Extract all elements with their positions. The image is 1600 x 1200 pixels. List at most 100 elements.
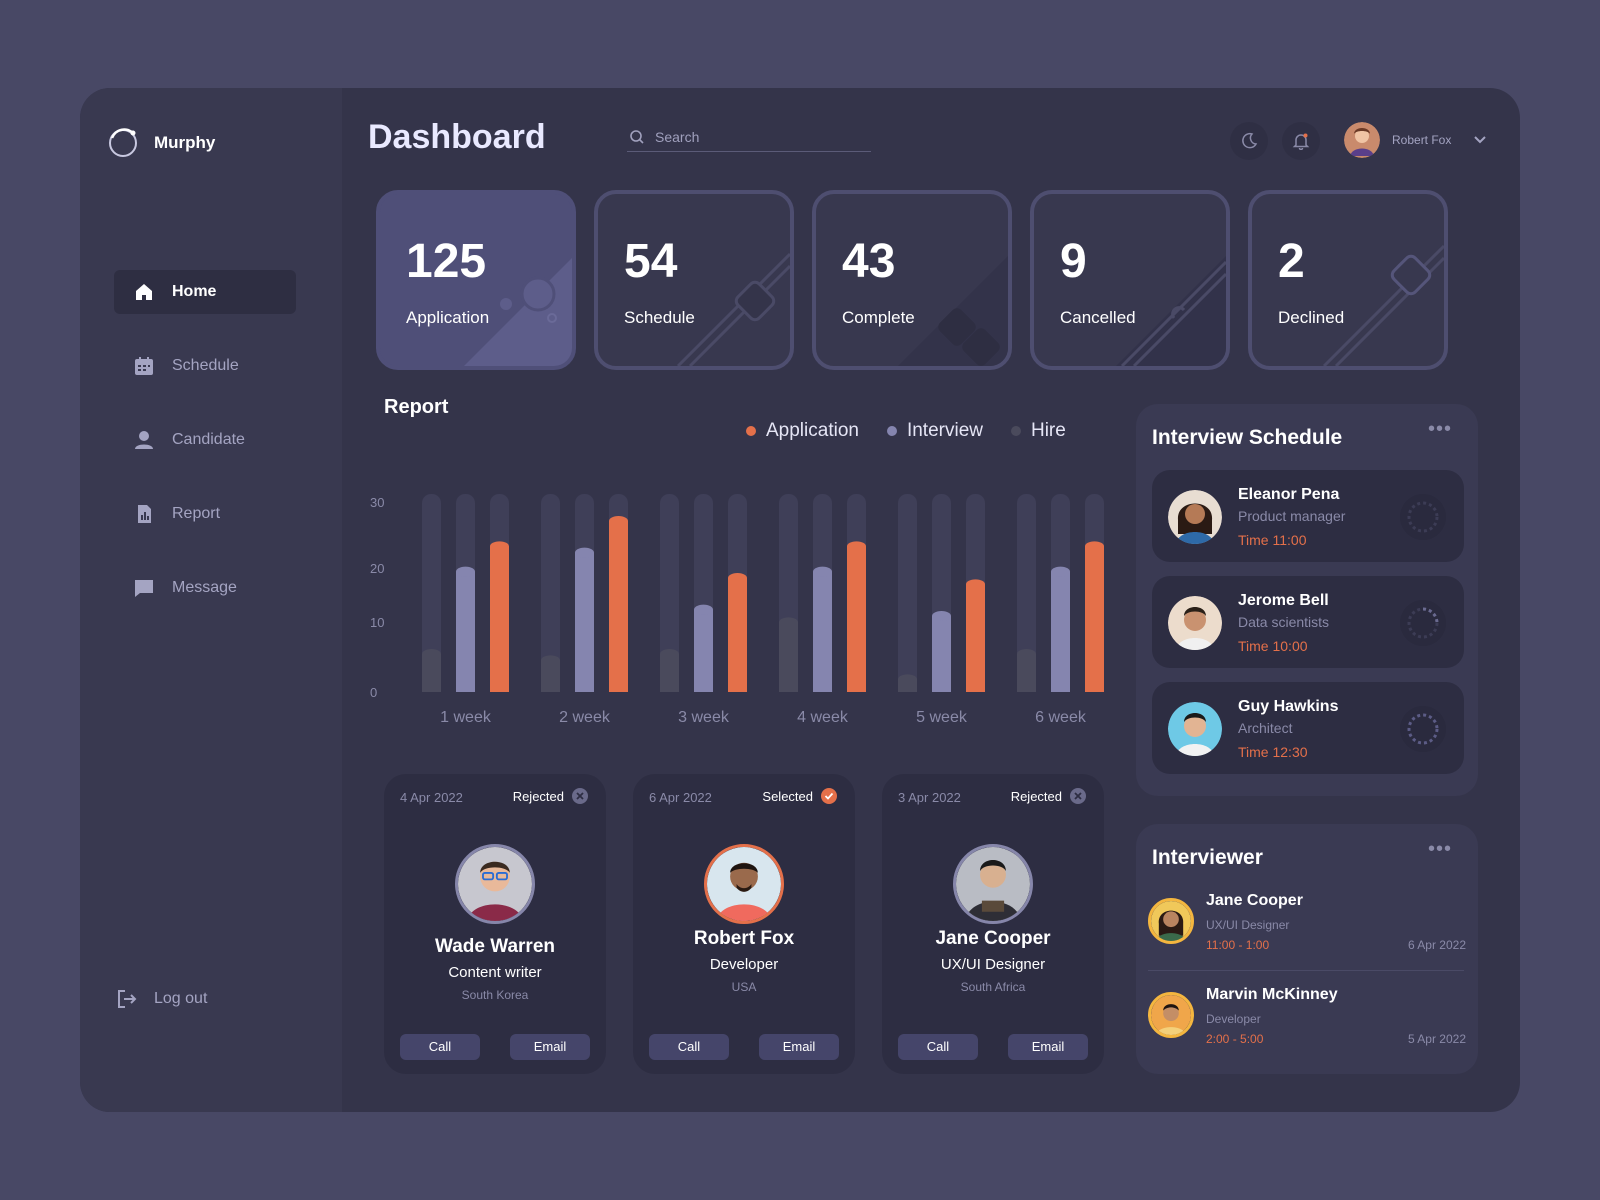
logo[interactable]: Murphy (106, 126, 215, 160)
sidebar-item-report[interactable]: Report (114, 492, 296, 536)
search-bar (627, 122, 871, 152)
check-icon (821, 788, 837, 804)
bar-application[interactable] (728, 578, 747, 692)
stat-card-application[interactable]: 125 Application (376, 190, 576, 370)
stat-decoration-icon (1322, 244, 1444, 366)
progress-ring-icon (1400, 600, 1446, 646)
stat-card-cancelled[interactable]: 9 Cancelled (1030, 190, 1230, 370)
candidate-role: UX/UI Designer (940, 956, 1046, 973)
search-input[interactable] (655, 128, 855, 145)
email-button[interactable]: Email (1008, 1034, 1088, 1060)
call-button[interactable]: Call (898, 1034, 978, 1060)
bar-application[interactable] (1085, 546, 1104, 692)
more-options-icon[interactable]: ••• (1427, 838, 1452, 860)
sidebar-item-home[interactable]: Home (114, 270, 296, 314)
bar-hire[interactable] (422, 654, 441, 692)
bar-application[interactable] (490, 546, 509, 692)
legend-label: Hire (1030, 420, 1066, 441)
candidate-card[interactable]: 3 Apr 2022 Rejected Jane Cooper UX/UI De… (882, 774, 1104, 1074)
legend-interview[interactable]: Interview (886, 420, 983, 442)
x-tick-label: 4 week (797, 709, 849, 726)
bar-hire[interactable] (779, 622, 798, 692)
email-button[interactable]: Email (510, 1034, 590, 1060)
moon-icon (1242, 132, 1258, 149)
bar-application[interactable] (966, 584, 985, 692)
dashboard-app: Murphy Home Schedule Candidate Report Me… (80, 88, 1520, 1112)
y-tick-label: 30 (370, 495, 384, 510)
interviewer-role: Developer (1206, 1012, 1261, 1026)
bar-interview[interactable] (694, 609, 713, 692)
interviewee-name: Eleanor Pena (1238, 486, 1340, 503)
report-title: Report (384, 396, 449, 418)
stat-label: Application (406, 308, 490, 327)
candidate-card[interactable]: 6 Apr 2022 Selected Robert Fox Developer… (633, 774, 855, 1074)
candidate-name: Wade Warren (434, 936, 555, 957)
bar-cap (1051, 566, 1070, 577)
legend-dot (746, 426, 756, 436)
interviewee-avatar (1168, 490, 1222, 544)
notifications-button[interactable] (1282, 122, 1320, 160)
bar-cap (694, 604, 713, 615)
candidate-role: Developer (709, 956, 779, 973)
chevron-down-icon (1474, 136, 1487, 144)
candidate-date: 3 Apr 2022 (898, 790, 961, 805)
stat-card-complete[interactable]: 43 Complete (812, 190, 1012, 370)
search-icon (630, 129, 644, 144)
sidebar-item-message[interactable]: Message (114, 566, 296, 610)
bar-cap (966, 579, 985, 590)
x-tick-label: 1 week (440, 709, 492, 726)
email-button[interactable]: Email (759, 1034, 839, 1060)
sidebar-item-label: Candidate (172, 431, 245, 448)
candidate-card[interactable]: 4 Apr 2022 Rejected Wade Warren Content … (384, 774, 606, 1074)
sidebar-nav: Home Schedule Candidate Report Message (114, 270, 296, 640)
stat-card-declined[interactable]: 2 Declined (1248, 190, 1448, 370)
candidate-location: South Africa (960, 980, 1026, 994)
bar-interview[interactable] (813, 571, 832, 692)
bar-application[interactable] (847, 546, 866, 692)
more-options-icon[interactable]: ••• (1427, 418, 1452, 440)
y-tick-label: 10 (370, 615, 384, 630)
schedule-item[interactable]: Jerome Bell Data scientists Time 10:00 (1152, 576, 1464, 668)
schedule-item[interactable]: Guy Hawkins Architect Time 12:30 (1152, 682, 1464, 774)
logo-text: Murphy (154, 133, 216, 152)
x-tick-label: 5 week (916, 709, 968, 726)
bar-interview[interactable] (1051, 571, 1070, 692)
schedule-item[interactable]: Eleanor Pena Product manager Time 11:00 (1152, 470, 1464, 562)
legend-application[interactable]: Application (746, 420, 859, 442)
bar-cap (847, 541, 866, 552)
bar-cap (1017, 649, 1036, 659)
dark-mode-button[interactable] (1230, 122, 1268, 160)
bar-track (541, 494, 560, 692)
candidate-date: 4 Apr 2022 (400, 790, 463, 805)
sidebar-item-label: Home (172, 283, 217, 300)
sidebar-item-candidate[interactable]: Candidate (114, 418, 296, 462)
call-button[interactable]: Call (649, 1034, 729, 1060)
bar-application[interactable] (609, 521, 628, 692)
bar-cap (490, 541, 509, 552)
user-menu[interactable]: Robert Fox (1344, 122, 1487, 158)
stat-decoration-icon (464, 258, 572, 366)
bar-interview[interactable] (456, 571, 475, 692)
bar-hire[interactable] (660, 654, 679, 692)
bar-hire[interactable] (541, 660, 560, 692)
interviewer-item[interactable]: Jane Cooper UX/UI Designer 11:00 - 1:00 … (1148, 890, 1466, 974)
chart-legend: Application Interview Hire (746, 420, 1066, 442)
status-label: Selected (762, 788, 813, 804)
interviewee-name: Jerome Bell (1238, 592, 1329, 609)
status-badge: Rejected (1011, 788, 1086, 804)
stat-label: Schedule (624, 308, 695, 327)
stat-label: Complete (842, 308, 915, 327)
sidebar-item-schedule[interactable]: Schedule (114, 344, 296, 388)
bar-interview[interactable] (932, 616, 951, 692)
stat-card-schedule[interactable]: 54 Schedule (594, 190, 794, 370)
call-button[interactable]: Call (400, 1034, 480, 1060)
bar-hire[interactable] (1017, 654, 1036, 692)
stat-decoration-icon (1116, 256, 1226, 366)
bar-interview[interactable] (575, 552, 594, 692)
logout-button[interactable]: Log out (116, 988, 207, 1010)
bar-cap (541, 655, 560, 666)
interviewer-item[interactable]: Marvin McKinney Developer 2:00 - 5:00 5 … (1148, 984, 1466, 1068)
legend-hire[interactable]: Hire (1010, 420, 1066, 442)
candidate-name: Jane Cooper (935, 928, 1051, 949)
legend-dot (886, 426, 897, 436)
